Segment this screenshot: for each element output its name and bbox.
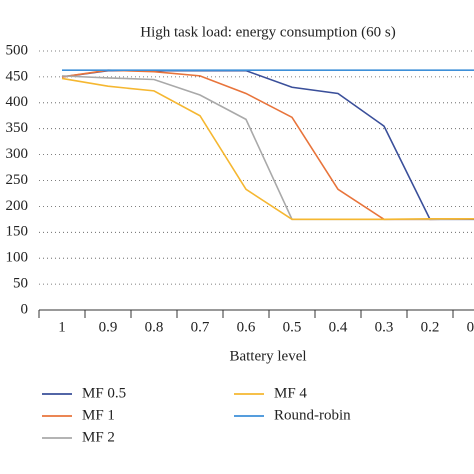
y-tick-label: 350 — [6, 120, 29, 136]
legend-label: Round-robin — [274, 407, 351, 423]
y-tick-label: 200 — [6, 198, 29, 214]
y-tick-label: 250 — [6, 172, 29, 188]
x-tick-label: 0.2 — [421, 319, 440, 335]
x-tick-label: 1 — [58, 319, 66, 335]
x-tick-label: 0.7 — [191, 319, 210, 335]
y-tick-label: 100 — [6, 250, 29, 266]
legend-label: MF 2 — [82, 429, 115, 445]
x-tick-label: 0.5 — [283, 319, 302, 335]
legend-label: MF 0.5 — [82, 385, 126, 401]
y-tick-label: 50 — [13, 276, 28, 292]
x-axis-label: Battery level — [229, 348, 306, 364]
series-line — [61, 69, 474, 221]
y-tick-label: 300 — [6, 146, 29, 162]
y-tick-label: 150 — [6, 224, 29, 240]
x-tick-label: 0.4 — [329, 319, 348, 335]
x-tick-label: 0.3 — [375, 319, 394, 335]
legend-label: MF 4 — [274, 385, 307, 401]
x-tick-label: 0.6 — [237, 319, 256, 335]
legend-label: MF 1 — [82, 407, 115, 423]
series-line — [61, 75, 474, 221]
series-line — [61, 77, 474, 221]
x-tick-label: 0.8 — [145, 319, 164, 335]
y-tick-label: 0 — [21, 301, 29, 317]
x-tick-label: 0.1 — [467, 319, 474, 335]
y-tick-label: 400 — [6, 94, 29, 110]
y-tick-label: 450 — [6, 68, 29, 84]
chart-title: High task load: energy consumption (60 s… — [140, 24, 396, 40]
y-tick-label: 500 — [6, 42, 29, 58]
series-line — [61, 69, 474, 221]
x-tick-label: 0.9 — [99, 319, 118, 335]
